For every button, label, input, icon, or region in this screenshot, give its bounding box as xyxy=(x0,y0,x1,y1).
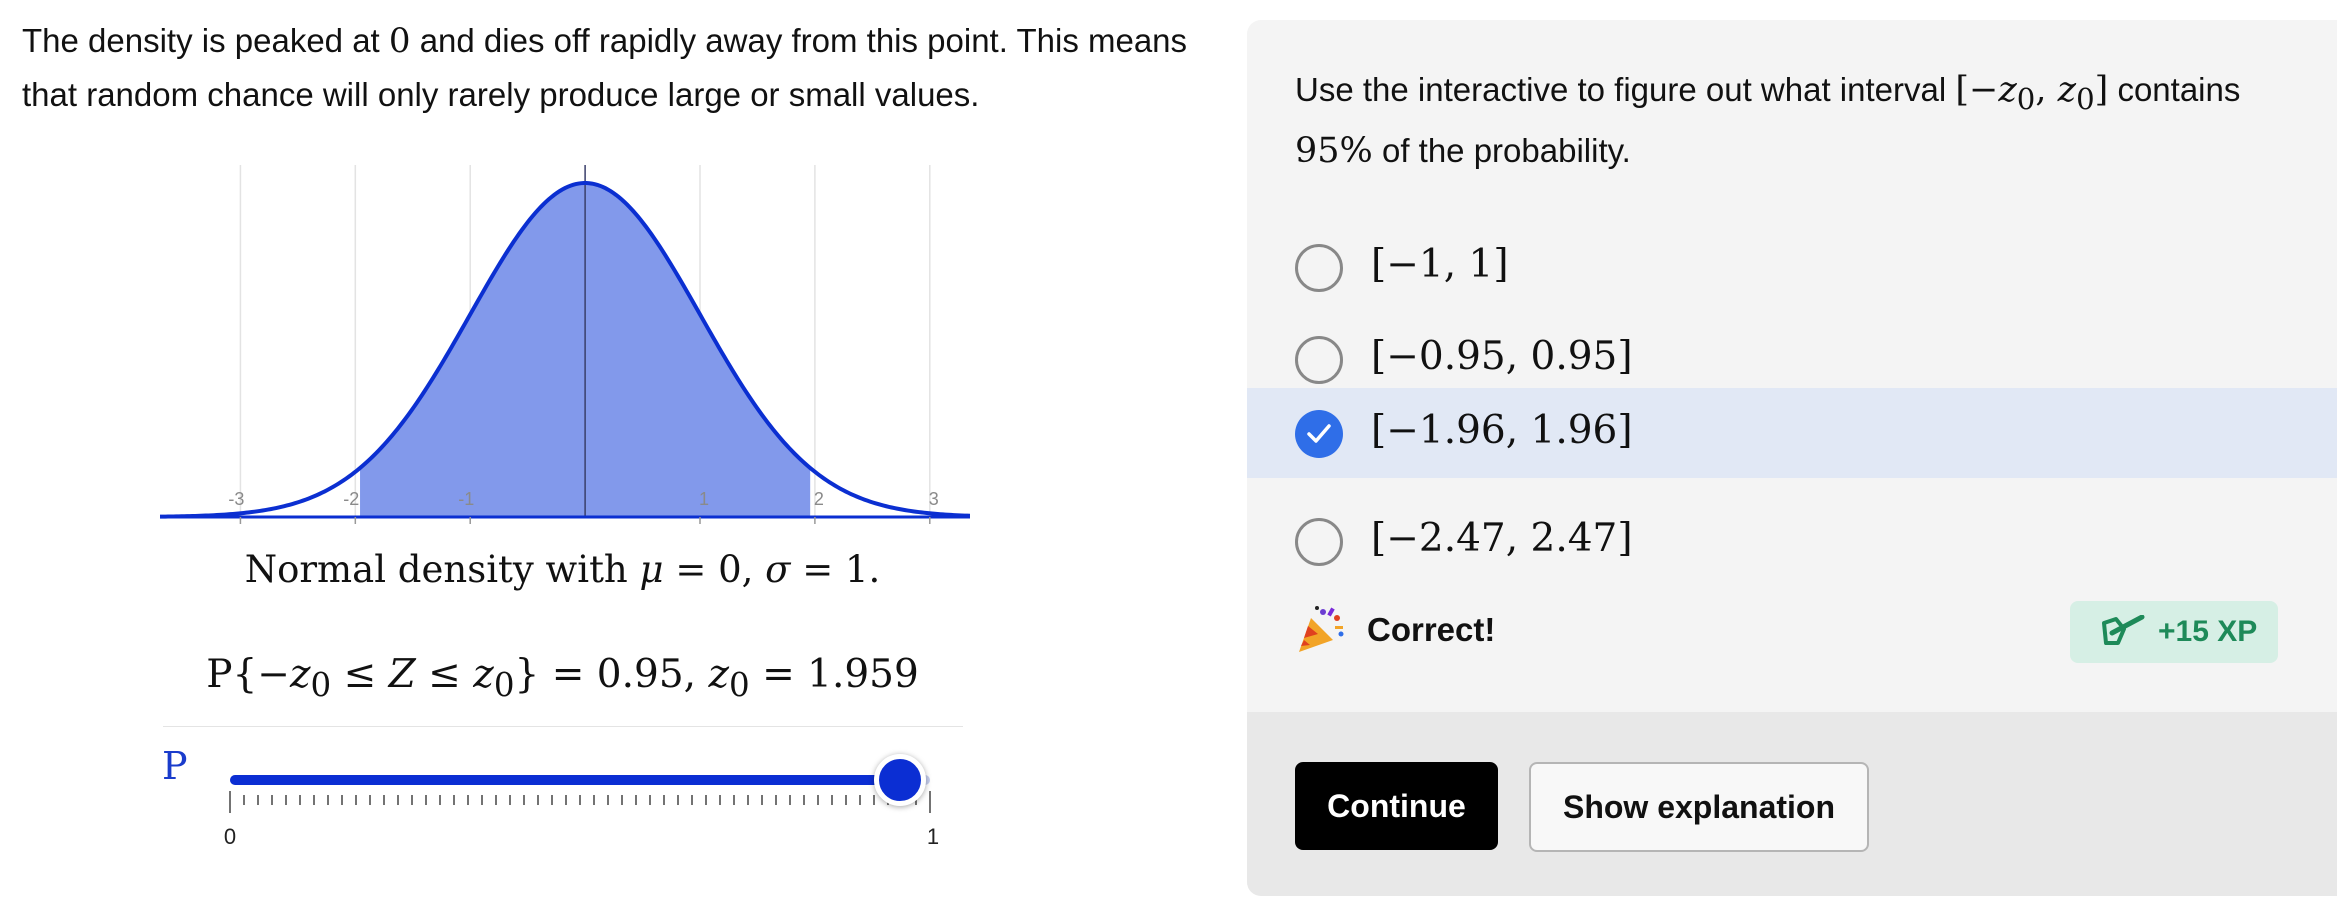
x-axis-ticks: -3 -2 -1 1 2 3 xyxy=(228,489,939,524)
caption-mu: μ xyxy=(639,548,664,591)
option-4[interactable]: [−2.47, 2.47] xyxy=(1247,496,2337,586)
intro-paragraph: The density is peaked at 0 and dies off … xyxy=(22,14,1222,121)
radio-button[interactable] xyxy=(1295,336,1343,384)
prob-z-sub-2: 0 xyxy=(493,665,515,704)
prob-z: z xyxy=(289,652,311,697)
party-popper-icon xyxy=(1299,606,1344,652)
x-tick-label: 2 xyxy=(814,489,824,509)
prompt-before: Use the interactive to figure out what i… xyxy=(1295,71,1956,108)
option-3-selected[interactable]: [−1.96, 1.96] xyxy=(1247,388,2337,478)
intro-text-after: and dies off rapidly away from this poin… xyxy=(22,22,1188,113)
slider-thumb[interactable] xyxy=(874,754,926,806)
xp-badge: +15 XP xyxy=(2070,601,2278,663)
option-label: [−1, 1] xyxy=(1371,242,1509,287)
radio-button-checked[interactable] xyxy=(1295,410,1343,458)
prob-z-sub: 0 xyxy=(310,665,332,704)
prob-capital-z: Z xyxy=(388,652,416,697)
show-explanation-button[interactable]: Show explanation xyxy=(1529,762,1869,852)
option-label: [−2.47, 2.47] xyxy=(1371,516,1633,561)
divider xyxy=(163,726,963,727)
prob-z-3: z xyxy=(708,652,729,697)
slider-fill xyxy=(230,775,895,785)
prob-le-2: ≤ xyxy=(415,652,474,697)
intro-text-before: The density is peaked at xyxy=(22,22,389,59)
feedback-message: Correct! xyxy=(1367,611,1496,648)
normal-density-chart: -3 -2 -1 1 2 3 xyxy=(160,165,970,524)
prompt-middle: contains xyxy=(2108,71,2241,108)
prompt-after: of the probability. xyxy=(1372,132,1631,169)
slider-max-label: 1 xyxy=(926,824,940,849)
x-tick-label: -3 xyxy=(228,489,244,509)
continue-button[interactable]: Continue xyxy=(1295,762,1498,850)
question-prompt: Use the interactive to figure out what i… xyxy=(1295,64,2295,177)
slider-label: P xyxy=(162,744,188,788)
intro-zero: 0 xyxy=(388,21,411,61)
x-tick-label: 1 xyxy=(699,489,709,509)
probability-slider-track[interactable] xyxy=(230,775,930,785)
caption-suffix: = 1. xyxy=(790,548,881,591)
caption-middle: = 0, xyxy=(663,548,766,591)
option-2[interactable]: [−0.95, 0.95] xyxy=(1247,314,2337,404)
question-panel: Use the interactive to figure out what i… xyxy=(1247,20,2337,896)
prob-z-sub-3: 0 xyxy=(729,665,750,704)
probability-equation: P{−z0 ≤ Z ≤ z0} = 0.95, z0 = 1.959 xyxy=(160,652,965,704)
option-1[interactable]: [−1, 1] xyxy=(1247,222,2337,312)
prob-close: } = 0.95, xyxy=(514,652,709,697)
x-tick-label: -1 xyxy=(458,489,474,509)
prompt-percent: 95% xyxy=(1295,131,1373,171)
prob-z-2: z xyxy=(473,652,494,697)
action-footer: Continue Show explanation xyxy=(1247,712,2337,896)
radio-button[interactable] xyxy=(1295,244,1343,292)
prob-le-1: ≤ xyxy=(331,652,389,697)
prob-open: {− xyxy=(232,652,290,697)
chart-caption: Normal density with μ = 0, σ = 1. xyxy=(160,548,965,591)
x-tick-label: 3 xyxy=(929,489,939,509)
caption-prefix: Normal density with xyxy=(244,548,640,591)
caption-sigma: σ xyxy=(765,548,791,591)
pen-check-icon xyxy=(2102,615,2145,645)
density-curve xyxy=(160,181,970,519)
option-label: [−1.96, 1.96] xyxy=(1371,408,1633,453)
x-tick-label: -2 xyxy=(343,489,359,509)
slider-min-label: 0 xyxy=(223,824,237,849)
option-label: [−0.95, 0.95] xyxy=(1371,334,1633,379)
prob-p: P xyxy=(206,652,233,697)
slider-ticks xyxy=(229,791,931,813)
prompt-interval: [−z0, z0] xyxy=(1955,70,2109,116)
checkmark-icon xyxy=(1307,424,1331,443)
prob-value: = 1.959 xyxy=(749,652,919,697)
radio-button[interactable] xyxy=(1295,518,1343,566)
xp-text: +15 XP xyxy=(2158,615,2258,648)
